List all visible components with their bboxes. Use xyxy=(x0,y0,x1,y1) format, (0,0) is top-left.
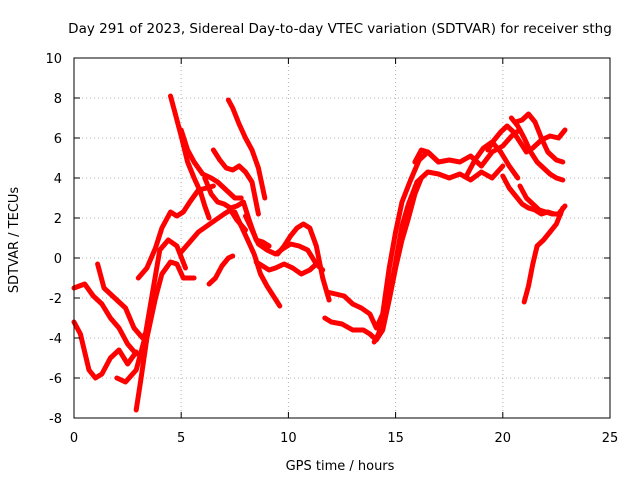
series-arc-l xyxy=(210,147,261,217)
x-tick-label: 10 xyxy=(280,431,297,446)
y-tick-label: -2 xyxy=(49,292,62,307)
chart-title: Day 291 of 2023, Sidereal Day-to-day VTE… xyxy=(68,21,612,37)
series-arc-w xyxy=(485,123,568,155)
y-tick-label: -6 xyxy=(49,372,62,387)
series-arc-ab xyxy=(521,205,566,305)
series-arc-m xyxy=(225,97,268,201)
plot-frame xyxy=(73,57,611,419)
series-arc-aa xyxy=(517,183,568,217)
x-tick-label: 15 xyxy=(387,431,404,446)
series-arc-n xyxy=(232,209,283,309)
series-arc-d xyxy=(114,237,188,385)
series-arc-a xyxy=(71,281,139,357)
y-tick-label: 6 xyxy=(54,132,62,147)
y-tick-label: -4 xyxy=(49,332,62,347)
series-arc-z xyxy=(513,111,566,165)
y-tick-label: 0 xyxy=(54,252,62,267)
x-tick-label: 20 xyxy=(495,431,512,446)
series-arc-t xyxy=(371,163,506,345)
y-tick-label: 2 xyxy=(54,212,62,227)
y-tick-label: 10 xyxy=(45,52,62,67)
series-arc-q xyxy=(275,221,332,303)
x-tick-label: 0 xyxy=(70,431,78,446)
y-tick-label: 8 xyxy=(54,92,62,107)
series-arc-b xyxy=(71,319,139,381)
series-arc-u xyxy=(412,127,523,169)
x-tick-label: 25 xyxy=(602,431,619,446)
series-arc-p xyxy=(253,259,326,277)
x-axis-label: GPS time / hours xyxy=(286,459,395,474)
series-arc-y xyxy=(508,115,566,183)
series-arc-e xyxy=(133,259,197,413)
series-arc-k xyxy=(206,253,236,287)
series-arc-x xyxy=(500,173,564,217)
y-axis-label: SDTVAR / TECUs xyxy=(7,187,22,294)
y-tick-label: -8 xyxy=(49,412,62,427)
x-tick-label: 5 xyxy=(177,431,185,446)
y-tick-label: 4 xyxy=(54,172,62,187)
series-arc-h xyxy=(178,127,244,201)
series-arc-g xyxy=(168,93,212,221)
tick-layer: 0 5 10 15 20 25 -8 -6 -4 -2 0 2 4 6 8 10 xyxy=(45,52,618,446)
series-layer xyxy=(71,93,568,413)
